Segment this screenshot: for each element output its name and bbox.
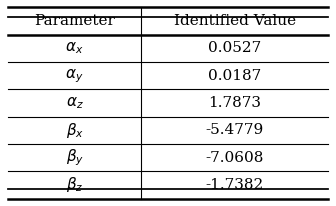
Text: Identified Value: Identified Value xyxy=(174,14,296,28)
Text: $\alpha_x$: $\alpha_x$ xyxy=(66,41,84,56)
Text: -5.4779: -5.4779 xyxy=(206,123,264,137)
Text: 0.0527: 0.0527 xyxy=(208,41,261,55)
Text: $\beta_y$: $\beta_y$ xyxy=(66,147,84,168)
Text: -1.7382: -1.7382 xyxy=(206,178,264,192)
Text: Parameter: Parameter xyxy=(34,14,115,28)
Text: $\beta_x$: $\beta_x$ xyxy=(66,121,84,140)
Text: 1.7873: 1.7873 xyxy=(208,96,261,110)
Text: $\alpha_y$: $\alpha_y$ xyxy=(66,67,84,84)
Text: $\alpha_z$: $\alpha_z$ xyxy=(66,95,84,111)
Text: -7.0608: -7.0608 xyxy=(205,151,264,165)
Text: 0.0187: 0.0187 xyxy=(208,69,261,83)
Text: $\beta_z$: $\beta_z$ xyxy=(66,175,83,194)
